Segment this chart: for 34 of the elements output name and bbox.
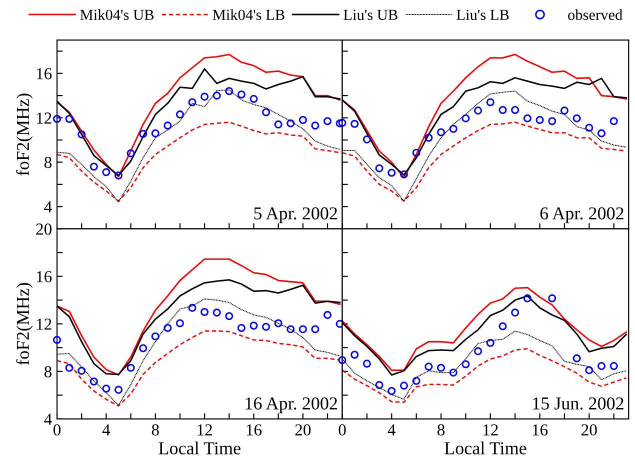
x-tick-label: 8 — [437, 424, 445, 436]
legend-label: Mik04's LB — [212, 9, 284, 20]
y-tick-label: 20 — [36, 224, 52, 235]
x-tick-label: 16 — [246, 424, 262, 436]
x-axis-title: Local Time — [444, 442, 526, 454]
y-tick-label: 12 — [36, 112, 52, 124]
y-tick-label: 16 — [36, 271, 52, 282]
x-tick-label: 12 — [198, 424, 212, 436]
x-tick-label: 20 — [295, 424, 311, 436]
annotation: 6 Apr. 2002 — [540, 207, 624, 224]
legend-label: Liu's LB — [456, 10, 509, 20]
y-axis-title: foF2(MHz) — [16, 94, 33, 176]
x-tick-label: 16 — [532, 424, 548, 436]
y-tick-label: 4 — [44, 201, 52, 212]
x-tick-label: 12 — [484, 424, 498, 436]
annotation: 5 Apr. 2002 — [254, 207, 337, 224]
y-tick-label: 4 — [44, 414, 52, 425]
legend-label: Mik04's UB — [80, 9, 154, 20]
y-tick-label: 16 — [36, 68, 52, 80]
x-axis-title: Local Time — [158, 442, 240, 454]
legend-label: Liu's UB — [344, 10, 398, 20]
x-tick-label: 0 — [338, 424, 346, 436]
y-axis-title: foF2(MHz) — [16, 283, 33, 365]
x-tick-label: 20 — [582, 424, 597, 436]
legend-label: observed — [568, 9, 622, 20]
y-tick-label: 8 — [44, 156, 52, 168]
x-tick-label: 8 — [152, 424, 159, 436]
y-tick-label: 12 — [36, 318, 52, 330]
x-tick-label: 4 — [102, 424, 110, 436]
x-tick-label: 0 — [53, 424, 61, 436]
x-tick-label: 4 — [388, 424, 396, 436]
annotation: 15 Jun. 2002 — [533, 397, 624, 410]
annotation: 16 Apr. 2002 — [246, 397, 337, 414]
y-tick-label: 8 — [44, 366, 52, 378]
